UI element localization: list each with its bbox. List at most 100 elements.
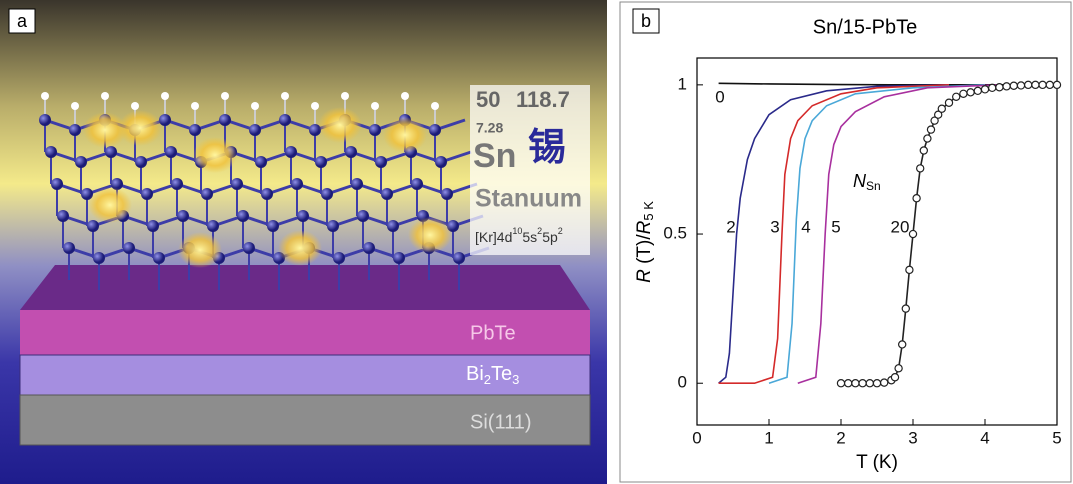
- symbol: Sn: [473, 137, 516, 175]
- atom: [51, 178, 63, 190]
- series-line: [768, 84, 986, 384]
- atom: [147, 220, 159, 232]
- data-point: [890, 373, 900, 382]
- x-tick-label: 2: [836, 428, 845, 447]
- atom: [237, 210, 249, 222]
- atom: [93, 252, 105, 264]
- data-point: [865, 379, 875, 388]
- config-part: 5s: [522, 229, 537, 245]
- config-part: 5p: [542, 229, 558, 245]
- orbital: [118, 110, 162, 146]
- atom: [123, 242, 135, 254]
- data-point: [916, 164, 925, 173]
- data-point: [1016, 81, 1026, 90]
- hydrogen: [71, 102, 79, 110]
- orbital: [318, 107, 362, 143]
- data-point: [1009, 81, 1019, 90]
- pbte-top: [20, 265, 590, 310]
- data-point: [836, 379, 846, 388]
- layer-label: PbTe: [470, 322, 516, 344]
- series-line: [718, 84, 950, 385]
- series-line: [797, 84, 1000, 384]
- atom: [63, 242, 75, 254]
- atom: [375, 156, 387, 168]
- hydrogen: [41, 92, 49, 100]
- atom: [393, 252, 405, 264]
- atom: [285, 146, 297, 158]
- x-tick-label: 4: [980, 428, 989, 447]
- data-point: [1038, 80, 1047, 90]
- hydrogen: [401, 92, 409, 100]
- atom: [153, 252, 165, 264]
- data-point: [952, 92, 961, 101]
- annotation: NSn: [853, 171, 881, 193]
- atom: [411, 178, 423, 190]
- x-tick-label: 0: [692, 428, 701, 447]
- data-point: [937, 104, 947, 113]
- data-point: [926, 125, 936, 134]
- config-sup: 2: [558, 226, 563, 236]
- atom: [39, 114, 51, 126]
- atom: [87, 220, 99, 232]
- data-point: [901, 304, 911, 313]
- atom: [201, 188, 213, 200]
- data-point: [944, 98, 954, 107]
- hydrogen: [131, 102, 139, 110]
- atom: [111, 178, 123, 190]
- density: 7.28: [476, 120, 503, 136]
- data-point: [908, 229, 918, 239]
- x-tick-label: 3: [908, 428, 917, 447]
- panel-label: b: [641, 11, 651, 31]
- x-tick-label: 5: [1052, 428, 1061, 447]
- panel-label: a: [17, 11, 28, 31]
- hydrogen: [161, 92, 169, 100]
- orbital: [83, 112, 127, 148]
- data-point: [1031, 80, 1040, 90]
- atom: [171, 178, 183, 190]
- data-point: [858, 379, 867, 388]
- atom: [135, 156, 147, 168]
- hydrogen: [101, 92, 109, 100]
- data-point: [973, 86, 983, 96]
- atom: [141, 188, 153, 200]
- data-point: [844, 379, 853, 388]
- label-part: Bi: [466, 363, 484, 385]
- element-card: [470, 85, 590, 255]
- data-point: [966, 88, 975, 97]
- hydrogen: [251, 102, 259, 110]
- element-name: Stanuum: [475, 185, 582, 213]
- data-point: [851, 379, 860, 388]
- data-point: [930, 116, 939, 125]
- orbital: [383, 117, 427, 153]
- hydrogen: [311, 102, 319, 110]
- data-point: [880, 378, 889, 387]
- label-sub: 2: [484, 372, 491, 387]
- atom: [267, 220, 279, 232]
- atom: [207, 220, 219, 232]
- x-axis-label: T (K): [856, 452, 898, 473]
- atom: [219, 114, 231, 126]
- y-tick-label: 0.5: [663, 224, 687, 243]
- lattice: [39, 92, 490, 290]
- atom: [243, 242, 255, 254]
- atom: [261, 188, 273, 200]
- hydrogen: [371, 102, 379, 110]
- hydrogen: [281, 92, 289, 100]
- series-line: [718, 84, 950, 384]
- atom: [363, 242, 375, 254]
- atom: [165, 146, 177, 158]
- atom: [357, 210, 369, 222]
- data-point: [1052, 80, 1062, 90]
- atom: [105, 146, 117, 158]
- data-point: [995, 83, 1004, 92]
- chinese-name: 锡: [528, 127, 566, 169]
- atom: [57, 210, 69, 222]
- atom: [345, 146, 357, 158]
- x-tick-label: 1: [764, 428, 773, 447]
- atom: [321, 188, 333, 200]
- data-point: [872, 379, 882, 388]
- panel-label-box: [632, 8, 660, 34]
- series-label: 2: [726, 217, 735, 236]
